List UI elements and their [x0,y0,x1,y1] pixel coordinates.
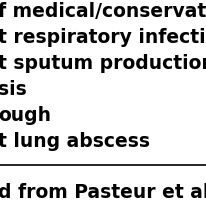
Text: ough: ough [0,106,51,125]
Text: d from Pasteur et al. [: d from Pasteur et al. [ [0,183,206,202]
Text: sis: sis [0,80,27,99]
Text: f medical/conservative: f medical/conservative [0,2,206,21]
Text: t lung abscess: t lung abscess [0,132,150,151]
Text: t sputum production: t sputum production [0,54,206,73]
Text: t respiratory infection: t respiratory infection [0,28,206,47]
